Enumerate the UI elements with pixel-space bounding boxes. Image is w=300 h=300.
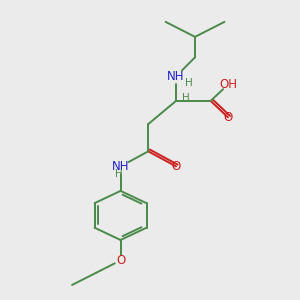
Text: O: O — [171, 160, 181, 173]
Text: OH: OH — [219, 78, 237, 91]
Text: H: H — [185, 78, 193, 88]
Text: H: H — [182, 93, 190, 103]
Text: O: O — [116, 254, 125, 267]
Text: NH: NH — [112, 160, 129, 173]
Text: O: O — [223, 111, 232, 124]
Text: NH: NH — [167, 70, 185, 83]
Text: H: H — [115, 169, 123, 179]
